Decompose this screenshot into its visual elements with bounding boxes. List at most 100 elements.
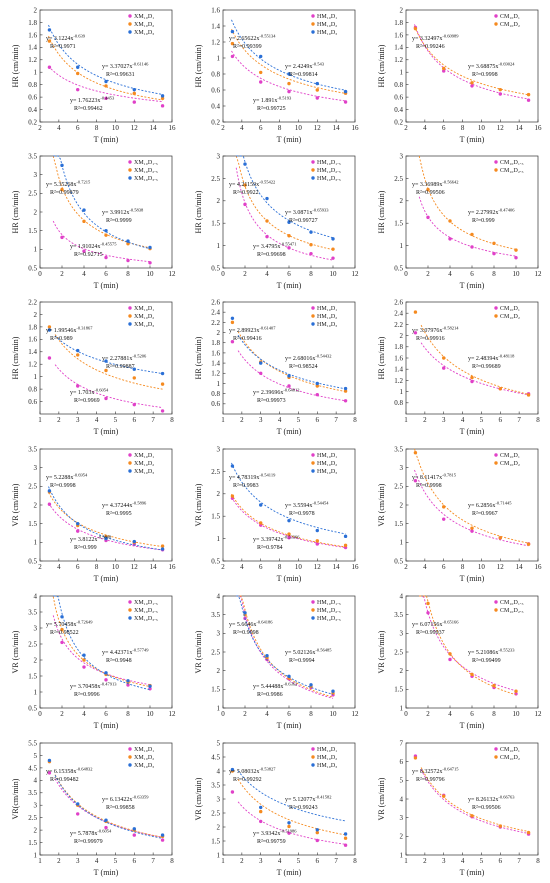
- fit-equation: y= 1.99546x-0.31867: [46, 326, 93, 335]
- plot-frame: [222, 448, 356, 562]
- legend-marker: [128, 755, 132, 759]
- y-tick-label: 2.5: [28, 190, 37, 198]
- fit-r-squared: R²=0.9969: [74, 398, 100, 404]
- legend-entry: HM₁₀D₂: [317, 22, 337, 28]
- x-tick-label: 2: [240, 416, 244, 424]
- legend-marker: [311, 763, 315, 767]
- data-point-series-2: [448, 652, 452, 656]
- y-tick-label: 3: [400, 464, 404, 472]
- y-tick-label: 0.8: [211, 70, 220, 78]
- chart-panel-18: 1 2 3 4 5 6 7 8 1 2 3 4 5 6 7 T (min) VR (cm/min) CM₁₀D₁ C…: [377, 739, 540, 877]
- fit-r-squared: R²=0.99973: [257, 398, 286, 404]
- y-tick-label: 4: [400, 592, 404, 600]
- legend-entry: HM₁₀D₂.₅: [317, 608, 341, 614]
- y-tick-label: 2.5: [211, 648, 220, 656]
- y-tick-label: 1: [400, 69, 404, 77]
- fit-curve-series-1: [52, 220, 151, 263]
- y-tick-label: 0.4: [28, 106, 37, 114]
- fit-curve-series-3: [54, 775, 163, 839]
- y-axis-label: HR (cm/min): [11, 336, 20, 379]
- data-point-series-1: [47, 771, 52, 775]
- fit-curve-series-2: [235, 155, 334, 251]
- data-point-series-3: [160, 371, 165, 376]
- y-tick-label: 2.2: [394, 321, 403, 329]
- legend-marker: [311, 14, 315, 18]
- chart-panel-17: 1 2 3 4 5 6 7 8 1 1.5 2 2.5 3 3.5 4 4.5 5 T (min) VR (cm/m…: [194, 739, 357, 877]
- data-point-series-1: [287, 246, 291, 250]
- x-tick-label: 8: [461, 124, 465, 132]
- x-tick-label: 6: [470, 710, 474, 718]
- data-point-series-3: [287, 821, 291, 825]
- y-tick-label: 1: [400, 388, 404, 396]
- y-tick-label: 2.2: [211, 319, 220, 327]
- data-point-series-3: [47, 328, 52, 332]
- legend-entry: CM₁₀D₂: [500, 755, 520, 761]
- x-tick-label: 8: [126, 710, 130, 718]
- fit-curve-series-2: [414, 26, 529, 96]
- legend-marker: [494, 306, 498, 310]
- data-point-series-2: [47, 325, 52, 329]
- x-tick-label: 5: [297, 857, 301, 865]
- x-tick-label: 8: [170, 416, 174, 424]
- x-tick-label: 0: [38, 710, 42, 718]
- x-tick-label: 4: [461, 857, 465, 865]
- data-point-series-3: [309, 683, 313, 687]
- data-point-series-2: [442, 66, 446, 71]
- data-point-series-2: [413, 26, 418, 31]
- legend-entry: HM₁₀D₁: [317, 14, 337, 20]
- data-point-series-1: [76, 87, 80, 92]
- data-point-series-2: [104, 84, 108, 88]
- data-point-series-2: [104, 368, 108, 373]
- y-tick-label: 0.5: [28, 557, 37, 565]
- x-tick-label: 10: [112, 124, 120, 132]
- y-tick-label: 4: [400, 795, 404, 803]
- fit-curve-series-2: [420, 767, 529, 832]
- y-tick-label: 2.5: [211, 175, 220, 183]
- fit-equation: y= 5.12077x-0.41582: [285, 795, 332, 804]
- y-tick-label: 2.4: [211, 309, 220, 317]
- y-tick-label: 3.5: [28, 445, 37, 453]
- y-tick-label: 2.6: [394, 298, 403, 306]
- x-tick-label: 4: [57, 124, 61, 132]
- data-point-series-3: [132, 367, 136, 371]
- x-tick-label: 6: [287, 270, 291, 278]
- y-axis-label: HR (cm/min): [11, 44, 20, 87]
- x-tick-label: 4: [265, 270, 269, 278]
- data-point-series-1: [104, 96, 108, 101]
- data-point-series-2: [160, 544, 165, 548]
- y-tick-label: 1: [34, 539, 38, 547]
- fit-curve-series-1: [48, 65, 163, 103]
- fit-r-squared: R²=0.99482: [50, 777, 79, 783]
- x-axis-label: T (min): [277, 574, 302, 583]
- data-point-series-2: [265, 219, 269, 223]
- data-point-series-3: [331, 689, 335, 693]
- x-tick-label: 6: [76, 563, 80, 571]
- x-tick-label: 5: [114, 857, 118, 865]
- legend-entry: XM₁₀D₁: [134, 14, 154, 20]
- fit-equation: y= 2.39696x-0.64012: [253, 388, 300, 397]
- y-axis-label: VR (cm/min): [377, 483, 386, 526]
- y-axis-label: VR (cm/min): [377, 630, 386, 673]
- y-tick-label: 2: [34, 827, 38, 835]
- y-tick-label: 0.6: [211, 86, 220, 94]
- data-point-series-1: [492, 251, 496, 256]
- data-point-series-3: [132, 539, 136, 544]
- data-point-series-3: [148, 245, 152, 250]
- data-point-series-1: [132, 833, 136, 837]
- y-axis-label: VR (cm/min): [11, 483, 20, 526]
- fit-r-squared: R²=0.9999: [106, 218, 132, 224]
- x-tick-label: 4: [82, 710, 86, 718]
- y-tick-label: 1: [34, 851, 38, 859]
- legend-marker: [494, 314, 498, 318]
- legend-marker: [128, 453, 132, 457]
- legend-marker: [311, 453, 315, 457]
- x-tick-label: 10: [478, 563, 486, 571]
- x-tick-label: 4: [265, 710, 269, 718]
- x-tick-label: 10: [478, 124, 486, 132]
- data-point-series-3: [104, 79, 108, 84]
- data-point-series-1: [309, 251, 313, 256]
- x-tick-label: 8: [536, 416, 540, 424]
- y-tick-label: 1: [400, 242, 404, 250]
- y-tick-label: 4: [34, 777, 38, 785]
